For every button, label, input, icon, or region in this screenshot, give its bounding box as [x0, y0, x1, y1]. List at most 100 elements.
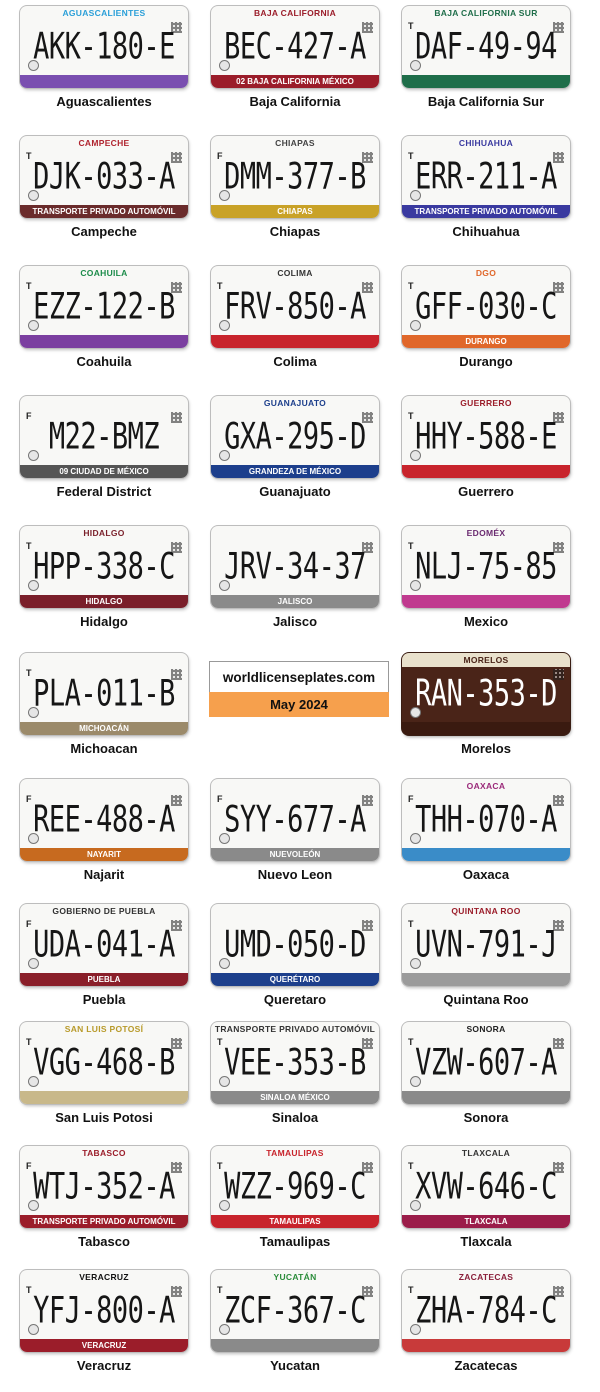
plate-number: NLJ-75-85	[415, 546, 557, 588]
plate-card[interactable]: Guerrero T HHY-588-E Guerrero	[396, 390, 576, 514]
plate-number: HHY-588-E	[415, 416, 557, 458]
state-label: Aguascalientes	[56, 94, 152, 109]
seal-icon	[219, 450, 230, 461]
plate-type-letter: T	[408, 21, 414, 31]
plate-number: UDA-041-A	[33, 924, 175, 966]
source-watermark: worldlicenseplates.com May 2024	[209, 661, 389, 717]
plate-type-letter: T	[408, 151, 414, 161]
state-label: Hidalgo	[80, 614, 128, 629]
plate-bottom-text	[402, 1091, 570, 1104]
seal-icon	[410, 958, 421, 969]
plate-card[interactable]: EDOMÉX T NLJ-75-85 Mexico	[396, 520, 576, 644]
plate-card[interactable]: F M22-BMZ 09 Ciudad de México Federal Distr…	[14, 390, 194, 514]
plate-number: ERR-211-A	[415, 156, 557, 198]
plate-top-text: Guerrero	[460, 398, 512, 408]
plate-card[interactable]: Campeche T DJK-033-A Transporte Privado Aut…	[14, 130, 194, 254]
license-plate: Tamaulipas T WZZ-969-C Tamaulipas	[211, 1146, 379, 1228]
state-label: Michoacan	[70, 741, 138, 756]
plate-type-letter: T	[408, 1037, 414, 1047]
qr-code-icon	[362, 795, 373, 806]
plate-card[interactable]: Veracruz T YFJ-800-A Veracruz Veracruz	[14, 1264, 194, 1388]
state-label: Nuevo Leon	[257, 867, 333, 882]
source-site[interactable]: worldlicenseplates.com	[209, 661, 389, 693]
plate-number: EZZ-122-B	[33, 286, 175, 328]
plate-card[interactable]: Transporte Privado Automóvil T VEE-353-B Si…	[205, 1016, 385, 1140]
plate-card[interactable]: Gobierno de Puebla F UDA-041-A Puebla Puebla	[14, 898, 194, 1022]
plate-card[interactable]: F REE-488-A Nayarit Najarit	[14, 773, 194, 897]
plate-card[interactable]: UMD-050-D Querétaro Queretaro	[205, 898, 385, 1022]
plate-card[interactable]: Morelos RAN-353-D Morelos	[396, 647, 576, 771]
plate-top-text: Baja California Sur	[434, 8, 538, 18]
plate-type-letter: T	[26, 281, 32, 291]
plate-type-letter: F	[217, 151, 223, 161]
state-label: Zacatecas	[454, 1358, 518, 1373]
state-label: Jalisco	[272, 614, 318, 629]
plate-card[interactable]: Guanajuato GXA-295-D Grandeza de México Gua…	[205, 390, 385, 514]
license-plate: Transporte Privado Automóvil T VEE-353-B Si…	[211, 1022, 379, 1104]
plate-card[interactable]: DGO T GFF-030-C Durango Durango	[396, 260, 576, 384]
plate-card[interactable]: T PLA-011-B Michoacán Michoacan	[14, 647, 194, 771]
plate-card[interactable]: Tamaulipas T WZZ-969-C Tamaulipas Tamaulipas	[205, 1140, 385, 1264]
plate-number: BEC-427-A	[224, 26, 366, 68]
plate-bottom-text: NuevoLeón	[211, 848, 379, 861]
plate-type-letter: T	[26, 541, 32, 551]
qr-code-icon	[362, 1038, 373, 1049]
state-label: Chiapas	[269, 224, 321, 239]
license-plate: Tabasco F WTJ-352-A Transporte Privado Auto…	[20, 1146, 188, 1228]
plate-card[interactable]: Colima T FRV-850-A Colima	[205, 260, 385, 384]
license-plate: Aguascalientes AKK-180-E	[20, 6, 188, 88]
plate-number: PLA-011-B	[33, 673, 175, 715]
plate-card[interactable]: Baja California Sur T DAF-49-94 Baja Califo…	[396, 0, 576, 124]
state-label: Oaxaca	[462, 867, 510, 882]
license-plate: Veracruz T YFJ-800-A Veracruz	[20, 1270, 188, 1352]
plate-type-letter: T	[408, 411, 414, 421]
qr-code-icon	[171, 1286, 182, 1297]
plate-card[interactable]: Tlaxcala T XVW-646-C Tlaxcala Tlaxcala	[396, 1140, 576, 1264]
plate-card[interactable]: Yucatán T ZCF-367-C Yucatan	[205, 1264, 385, 1388]
license-plate: Oaxaca F THH-070-A	[402, 779, 570, 861]
plate-card[interactable]: Oaxaca F THH-070-A Oaxaca	[396, 773, 576, 897]
plate-type-letter: F	[217, 794, 223, 804]
plate-card[interactable]: San Luis Potosí T VGG-468-B San Luis Potosi	[14, 1016, 194, 1140]
seal-icon	[410, 1200, 421, 1211]
plate-card[interactable]: F SYY-677-A NuevoLeón Nuevo Leon	[205, 773, 385, 897]
plate-top-text	[20, 779, 188, 793]
plate-bottom-text	[20, 75, 188, 88]
plate-card[interactable]: Zacatecas T ZHA-784-C Zacatecas	[396, 1264, 576, 1388]
plate-card[interactable]: Aguascalientes AKK-180-E Aguascalientes	[14, 0, 194, 124]
plate-card[interactable]: Chiapas F DMM-377-B Chiapas Chiapas	[205, 130, 385, 254]
plate-card[interactable]: Chihuahua T ERR-211-A Transporte Privado Au…	[396, 130, 576, 254]
seal-icon	[28, 958, 39, 969]
plate-number: AKK-180-E	[33, 26, 175, 68]
plate-bottom-text: Nayarit	[20, 848, 188, 861]
plate-card[interactable]: Quintana Roo T UVN-791-J Quintana Roo	[396, 898, 576, 1022]
state-label: Yucatan	[270, 1358, 320, 1373]
license-plate: Quintana Roo T UVN-791-J	[402, 904, 570, 986]
plate-card[interactable]: JRV-34-37 Jalisco Jalisco	[205, 520, 385, 644]
state-label: Morelos	[461, 741, 511, 756]
seal-icon	[28, 450, 39, 461]
qr-code-icon	[553, 22, 564, 33]
seal-icon	[219, 320, 230, 331]
state-label: Guerrero	[458, 484, 514, 499]
license-plate: F M22-BMZ 09 Ciudad de México	[20, 396, 188, 478]
plate-bottom-text: Puebla	[20, 973, 188, 986]
plate-card[interactable]: Sonora T VZW-607-A Sonora	[396, 1016, 576, 1140]
qr-code-icon	[171, 22, 182, 33]
state-label: Sonora	[463, 1110, 509, 1125]
plate-card[interactable]: Baja California BEC-427-A 02 Baja Californ…	[205, 0, 385, 124]
plate-card[interactable]: Coahuila T EZZ-122-B Coahuila	[14, 260, 194, 384]
license-plate: San Luis Potosí T VGG-468-B	[20, 1022, 188, 1104]
plate-card[interactable]: Hidalgo T HPP-338-C Hidalgo Hidalgo	[14, 520, 194, 644]
license-plate: Tlaxcala T XVW-646-C Tlaxcala	[402, 1146, 570, 1228]
qr-code-icon	[362, 1162, 373, 1173]
license-plate: Colima T FRV-850-A	[211, 266, 379, 348]
plate-bottom-text	[402, 722, 570, 735]
plate-card[interactable]: Tabasco F WTJ-352-A Transporte Privado Auto…	[14, 1140, 194, 1264]
qr-code-icon	[362, 412, 373, 423]
plate-bottom-text	[402, 465, 570, 478]
qr-code-icon	[362, 542, 373, 553]
plate-top-text	[20, 653, 188, 667]
seal-icon	[219, 833, 230, 844]
